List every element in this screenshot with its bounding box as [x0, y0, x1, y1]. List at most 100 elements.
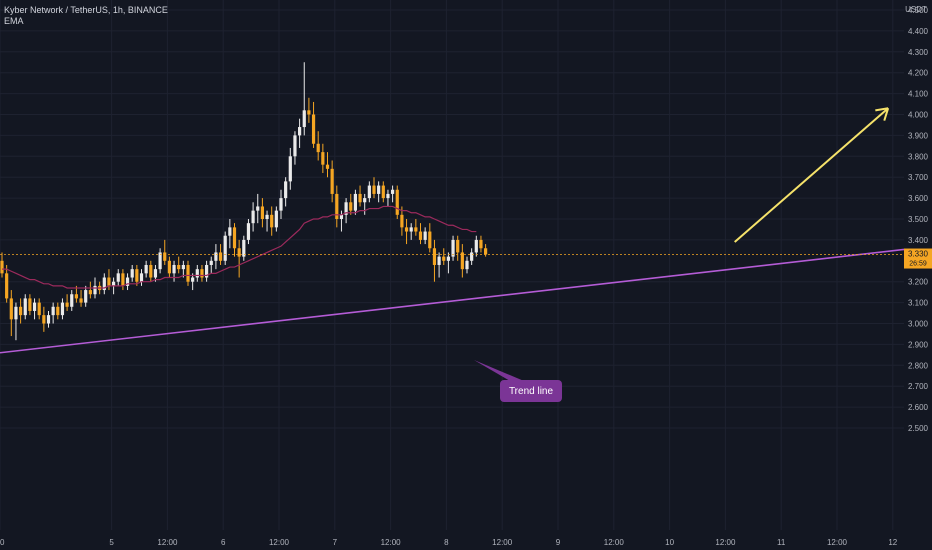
candle-body: [386, 193, 390, 199]
candle-body: [74, 294, 78, 299]
candle-body: [205, 264, 209, 278]
candle-body: [158, 252, 162, 270]
candle-body: [167, 260, 171, 274]
candle-body: [9, 298, 13, 320]
x-tick-label: 7: [333, 538, 338, 547]
candle-body: [446, 256, 450, 261]
y-tick-label: 3.000: [908, 320, 929, 329]
x-tick-label: 12:00: [827, 538, 848, 547]
candle-body: [311, 114, 316, 144]
candle-body: [325, 164, 330, 169]
candle-body: [353, 193, 357, 211]
candle-body: [270, 214, 274, 228]
candle-body: [70, 294, 74, 307]
candle-body: [395, 189, 399, 215]
x-tick-label: 5: [109, 538, 114, 547]
candle-body: [474, 239, 478, 253]
x-axis[interactable]: 00 5 12:00 6 12:00 7 12:00 8 12:00 9 12:00 10 12:00 1…: [0, 538, 932, 547]
candle-body: [112, 281, 116, 286]
candle-body: [228, 227, 232, 236]
candle-body: [377, 185, 381, 194]
candle-body: [372, 185, 376, 194]
y-tick-label: 3.700: [908, 173, 929, 182]
y-axis[interactable]: 4.500 4.400 4.300 4.200 4.100 4.000 3.900 3.800…: [908, 6, 929, 433]
x-tick-label: 12:00: [157, 538, 178, 547]
forecast-arrow[interactable]: [734, 107, 890, 243]
y-tick-label: 3.800: [908, 152, 929, 161]
candle-body: [428, 231, 432, 249]
candle-body: [93, 285, 97, 295]
legend: Kyber Network / TetherUS, 1h, BINANCE EM…: [4, 5, 168, 27]
candle-body: [84, 290, 88, 303]
candle-body: [274, 210, 278, 228]
trend-line[interactable]: [0, 248, 905, 354]
candle-body: [367, 185, 371, 199]
candle-body: [14, 306, 18, 320]
candle-body: [400, 214, 404, 228]
candle-body: [256, 206, 260, 211]
candle-body: [121, 273, 125, 286]
candle-body: [381, 185, 385, 199]
x-tick-label: 12:00: [269, 538, 290, 547]
symbol-title[interactable]: Kyber Network / TetherUS, 1h, BINANCE: [4, 5, 168, 15]
candle-body: [88, 290, 92, 295]
candle-body: [56, 306, 60, 316]
candle-body: [242, 239, 246, 257]
candle-body: [246, 223, 251, 240]
price-badge-countdown: 26:59: [909, 261, 927, 268]
candle-body: [191, 277, 195, 282]
candle-body: [302, 110, 306, 128]
candle-body: [125, 277, 130, 286]
candle-body: [484, 248, 488, 255]
indicator-label[interactable]: EMA: [4, 16, 24, 26]
candle-body: [195, 269, 199, 278]
price-badge-value: 3.330: [908, 250, 929, 259]
y-tick-label: 3.400: [908, 236, 929, 245]
candle-body: [214, 252, 218, 261]
candle-body: [107, 277, 111, 286]
arrow-head: [875, 107, 889, 112]
candle-body: [172, 264, 176, 274]
candle-body: [404, 227, 409, 232]
x-tick-label: 6: [221, 538, 226, 547]
candle-body: [460, 252, 464, 270]
candle-body: [135, 269, 139, 282]
y-tick-label: 3.600: [908, 194, 929, 203]
candle-body: [5, 273, 9, 299]
trend-line-callout[interactable]: Trend line: [500, 380, 562, 402]
candle-body: [144, 264, 148, 274]
candle-body: [223, 235, 227, 261]
candle-body: [298, 127, 302, 136]
candle-body: [479, 239, 483, 249]
candle-body: [409, 227, 413, 232]
candle-body: [358, 193, 362, 203]
x-tick-label: 9: [556, 538, 561, 547]
x-tick-label: 10: [665, 538, 674, 547]
candle-body: [349, 202, 353, 211]
candle-body: [0, 260, 4, 274]
candle-body: [423, 231, 427, 240]
price-badge: 3.330 26:59: [904, 248, 932, 269]
x-tick-label: 12:00: [492, 538, 513, 547]
x-tick-label: 11: [777, 538, 786, 547]
price-badge-bg: [904, 248, 932, 269]
x-tick-label: 12:00: [604, 538, 625, 547]
candle-body: [163, 252, 167, 261]
candle-body: [218, 252, 223, 261]
candle-body: [177, 264, 181, 270]
x-tick-label: 12:00: [715, 538, 736, 547]
candle-body: [186, 264, 190, 282]
candle-body: [339, 214, 344, 219]
candle-body: [418, 231, 423, 240]
candle-body: [307, 110, 311, 115]
candle-body: [139, 273, 144, 282]
callout-text: Trend line: [508, 385, 554, 397]
candle-body: [130, 269, 134, 278]
y-tick-label: 4.300: [908, 48, 929, 57]
candle-body: [46, 315, 51, 324]
candle-body: [456, 239, 460, 253]
candle-body: [149, 264, 153, 278]
candle-body: [37, 302, 41, 316]
